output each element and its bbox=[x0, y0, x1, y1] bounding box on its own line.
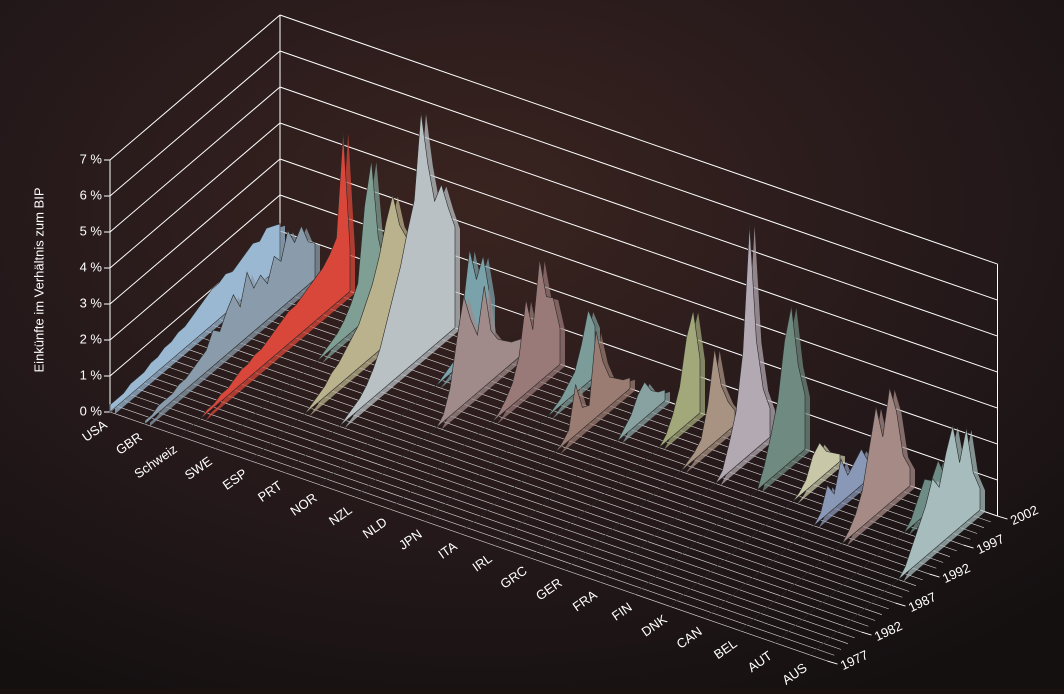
floor-grid-line bbox=[218, 318, 937, 569]
floor-grid-line bbox=[184, 347, 903, 598]
back-wall-grid-line bbox=[279, 50, 998, 301]
left-wall-grid-line bbox=[109, 50, 281, 197]
ribbon bbox=[774, 459, 946, 644]
floor-grid-line bbox=[116, 405, 835, 656]
left-wall-grid-line bbox=[109, 86, 281, 233]
ribbon-side bbox=[745, 389, 915, 633]
left-wall-grid-line bbox=[109, 122, 281, 269]
floor-grid-line bbox=[130, 394, 848, 644]
ribbon bbox=[179, 131, 351, 437]
back-wall-grid-line bbox=[279, 14, 998, 265]
ribbon bbox=[669, 442, 841, 607]
ribbon bbox=[494, 381, 666, 546]
ribbon bbox=[704, 448, 876, 619]
x-tick bbox=[929, 573, 940, 578]
ribbon bbox=[459, 331, 631, 534]
ribbon bbox=[389, 259, 561, 510]
floor-grid-line bbox=[177, 353, 896, 604]
ribbon bbox=[214, 160, 386, 449]
ribbon bbox=[809, 425, 981, 656]
ribbon bbox=[354, 286, 526, 498]
ribbon bbox=[634, 305, 806, 595]
ribbon bbox=[739, 387, 911, 631]
floor-grid-line bbox=[171, 359, 889, 610]
x-tick bbox=[861, 631, 872, 636]
y-tick-label: 0 % bbox=[80, 403, 103, 418]
floor-grid-line bbox=[157, 371, 876, 621]
floor-grid-line bbox=[137, 388, 855, 639]
ribbon bbox=[599, 224, 771, 583]
y-tick-label: 2 % bbox=[80, 331, 103, 346]
ribbon bbox=[529, 310, 701, 559]
y-tick-label: 6 % bbox=[80, 187, 103, 202]
ribbon bbox=[284, 111, 456, 473]
ribbon bbox=[144, 225, 316, 425]
ribbon bbox=[564, 348, 736, 571]
y-tick-label: 1 % bbox=[80, 367, 103, 382]
x-tick bbox=[963, 544, 974, 549]
ribbon-side bbox=[570, 350, 740, 572]
floor-grid-line bbox=[198, 336, 916, 586]
floor-grid-line bbox=[150, 376, 869, 627]
y-axis-title: Einkünfte im Verhältnis zum BIP bbox=[31, 188, 46, 373]
floor-grid-line bbox=[164, 365, 882, 615]
floor-grid-line bbox=[123, 400, 842, 650]
floor-grid-line bbox=[205, 330, 923, 581]
x-tick bbox=[827, 660, 838, 665]
ribbon bbox=[109, 223, 281, 413]
y-tick-label: 7 % bbox=[80, 151, 103, 166]
back-wall-grid-line bbox=[279, 158, 998, 409]
back-wall-grid-line bbox=[279, 86, 998, 337]
ribbon bbox=[424, 309, 596, 522]
left-wall-grid-line bbox=[109, 194, 281, 341]
y-tick-label: 4 % bbox=[80, 259, 103, 274]
y-tick-label: 5 % bbox=[80, 223, 103, 238]
floor-grid-line bbox=[211, 324, 930, 575]
left-wall-grid-line bbox=[109, 14, 281, 161]
x-tick bbox=[997, 515, 1008, 520]
y-tick-label: 3 % bbox=[80, 295, 103, 310]
x-tick bbox=[895, 602, 906, 607]
left-wall-grid-line bbox=[109, 158, 281, 305]
floor-grid-line bbox=[191, 342, 910, 592]
back-wall-grid-line bbox=[279, 122, 998, 373]
floor-grid-line bbox=[143, 382, 862, 633]
floor-grid-line bbox=[109, 411, 828, 662]
